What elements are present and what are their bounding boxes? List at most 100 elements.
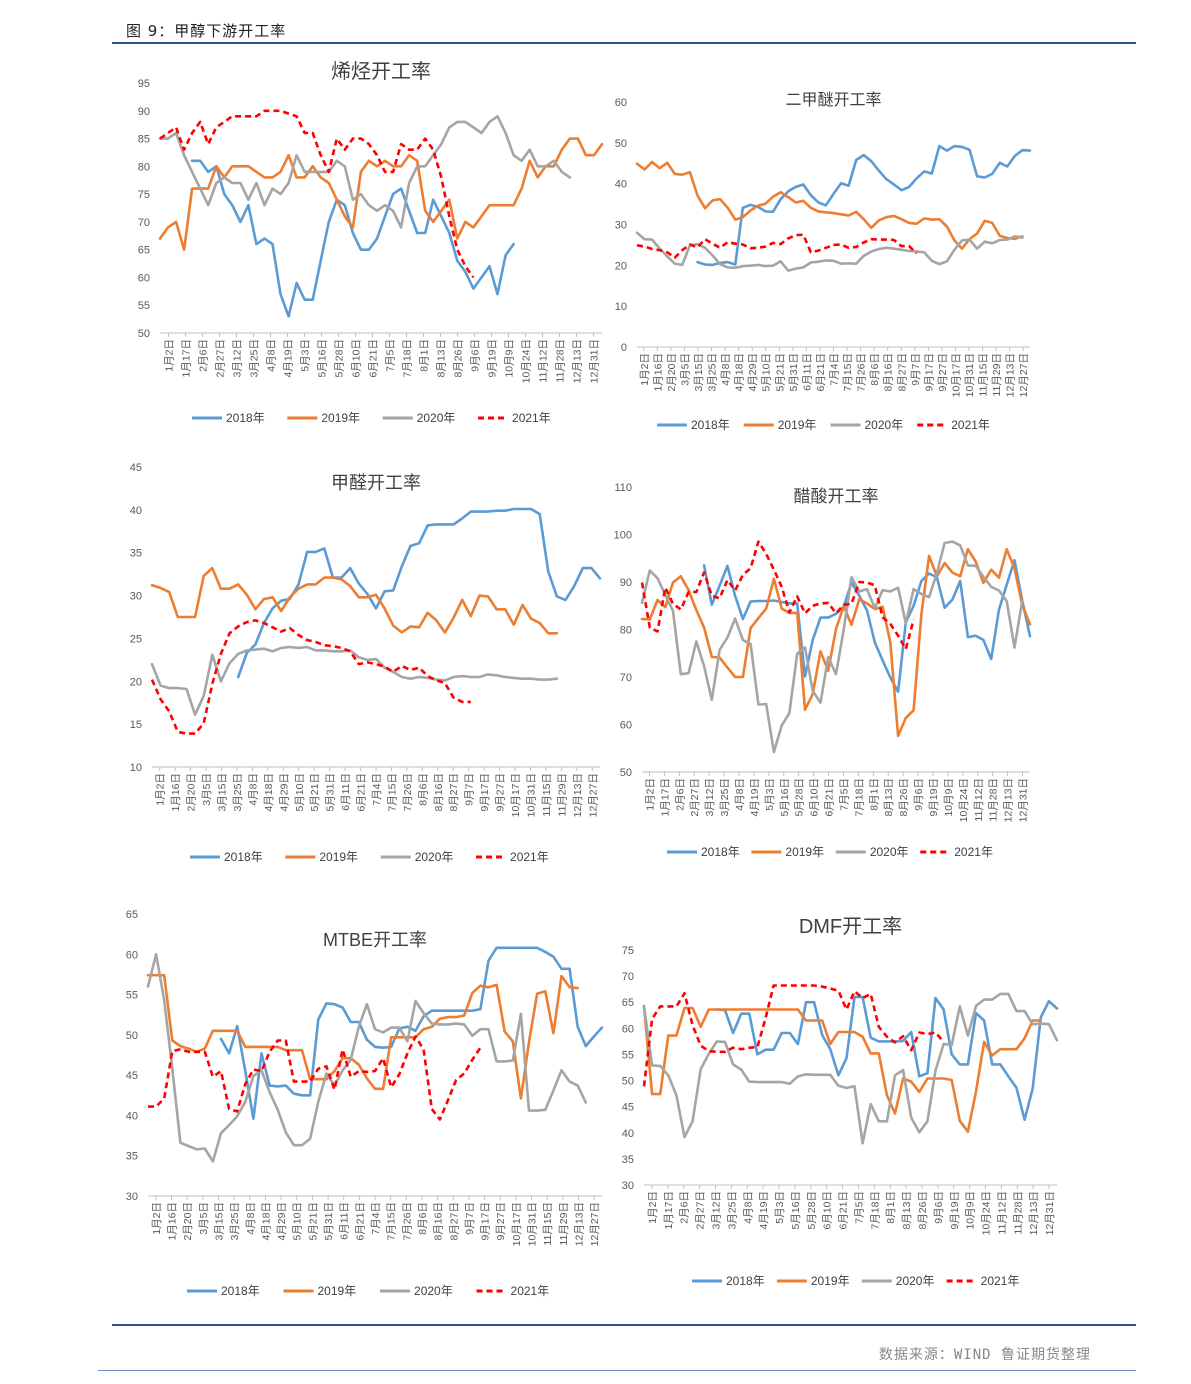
x-tick-label: 3月15日 (693, 353, 705, 392)
x-tick-label: 10月31日 (527, 1202, 539, 1246)
x-tick-label: 5月16日 (317, 339, 329, 378)
x-tick-label: 5月28日 (334, 339, 346, 378)
x-tick-label: 7月5日 (385, 339, 397, 372)
x-tick-label: 1月2日 (639, 353, 651, 386)
x-tick-label: 9月17日 (923, 353, 935, 392)
x-tick-label: 2月20日 (182, 1202, 194, 1241)
y-tick-label: 85 (138, 134, 150, 146)
x-tick-label: 5月31日 (788, 353, 800, 392)
x-tick-label: 4月29日 (278, 773, 290, 812)
x-tick-label: 11月28日 (1012, 1191, 1024, 1235)
x-tick-label: 10月9日 (943, 778, 955, 817)
y-tick-label: 60 (620, 720, 632, 732)
x-tick-label: 4月19日 (283, 339, 295, 378)
x-tick-label: 3月12日 (704, 778, 716, 817)
x-tick-label: 3月12日 (232, 339, 244, 378)
x-tick-label: 8月13日 (901, 1191, 913, 1230)
x-tick-label: 10月24日 (981, 1191, 993, 1235)
x-tick-label: 3月15日 (217, 773, 229, 812)
y-tick-label: 45 (126, 1070, 138, 1082)
x-tick-label: 10月17日 (950, 353, 962, 397)
y-tick-label: 60 (138, 272, 150, 284)
data-source: 数据来源：WIND 鲁证期货整理 (878, 1347, 1091, 1363)
x-tick-label: 10月24日 (521, 339, 533, 383)
y-tick-label: 60 (622, 1023, 634, 1035)
y-tick-label: 15 (130, 719, 142, 731)
x-tick-label: 8月16日 (883, 353, 895, 392)
legend-label: 2019年 (319, 850, 358, 864)
y-tick-label: 80 (138, 161, 150, 173)
x-tick-label: 7月18日 (853, 778, 865, 817)
x-tick-label: 9月17日 (479, 773, 491, 812)
series-line-2019 (150, 566, 559, 635)
chart-formaldehyde: 甲醛开工率 10 15 20 25 30 35 40 45 1月2日 1月16日 2月20日 3月5日 3… (130, 462, 602, 864)
series-line-2018 (696, 144, 1032, 267)
x-tick-label: 5月10日 (292, 1202, 304, 1241)
y-tick-label: 20 (130, 676, 142, 688)
legend-label: 2018年 (226, 411, 265, 425)
x-tick-label: 6月21日 (354, 1202, 366, 1241)
x-tick-label: 11月29日 (558, 1202, 570, 1246)
x-tick-label: 8月13日 (436, 339, 448, 378)
x-tick-label: 3月25日 (229, 1202, 241, 1241)
x-tick-label: 7月4日 (829, 353, 841, 386)
x-tick-label: 6月11日 (801, 353, 813, 391)
series-line-2021 (640, 540, 915, 651)
y-tick-label: 35 (130, 548, 142, 560)
series-line-2018 (190, 159, 515, 318)
y-tick-label: 35 (126, 1151, 138, 1163)
chart-olefin: 烯烃开工率 50 55 60 65 70 75 80 85 90 95 1月2日 1月17日 2月6日 2月… (138, 60, 604, 425)
x-tick-label: 4月8日 (720, 353, 732, 386)
x-tick-label: 5月3日 (774, 1191, 786, 1224)
legend-label: 2020年 (870, 845, 909, 859)
x-tick-label: 5月21日 (309, 773, 321, 812)
y-tick-label: 50 (615, 138, 627, 150)
x-tick-label: 8月6日 (869, 353, 881, 386)
x-tick-label: 1月2日 (647, 1191, 659, 1224)
x-tick-label: 3月5日 (201, 773, 213, 806)
x-tick-label: 5月31日 (323, 1202, 335, 1241)
legend-label: 2019年 (785, 845, 824, 859)
legend-label: 2021年 (510, 850, 549, 864)
x-tick-label: 8月27日 (448, 773, 460, 812)
x-tick-label: 7月5日 (838, 778, 850, 811)
series-line-2019 (635, 160, 1024, 250)
y-tick-label: 80 (620, 625, 632, 637)
legend-label: 2018年 (224, 850, 263, 864)
y-tick-label: 25 (130, 633, 142, 645)
x-tick-label: 4月29日 (747, 353, 759, 392)
y-tick-label: 30 (615, 220, 627, 232)
x-tick-label: 3月25日 (726, 1191, 738, 1230)
x-tick-label: 2月27日 (215, 339, 227, 378)
y-tick-label: 30 (126, 1191, 138, 1203)
x-tick-label: 1月17日 (181, 339, 193, 378)
x-tick-label: 9月27日 (495, 773, 507, 812)
x-tick-label: 5月28日 (794, 778, 806, 817)
legend-label: 2020年 (417, 411, 456, 425)
figure-title: 图 9：甲醇下游开工率 (126, 22, 287, 40)
x-tick-label: 6月10日 (809, 778, 821, 817)
x-tick-label: 9月27日 (937, 353, 949, 392)
x-tick-label: 5月3日 (764, 778, 776, 811)
x-tick-label: 11月29日 (991, 353, 1003, 397)
x-tick-label: 12月13日 (572, 773, 584, 817)
legend-label: 2020年 (415, 850, 454, 864)
x-tick-label: 9月6日 (470, 339, 482, 372)
y-tick-label: 70 (620, 672, 632, 684)
x-tick-label: 1月17日 (663, 1191, 675, 1230)
legend-label: 2019年 (778, 418, 817, 432)
y-tick-label: 70 (138, 217, 150, 229)
series-line-2020 (635, 231, 1024, 272)
y-tick-label: 65 (126, 909, 138, 921)
x-tick-label: 10月17日 (511, 1202, 523, 1246)
y-tick-label: 75 (622, 945, 634, 957)
x-tick-label: 8月16日 (433, 1202, 445, 1241)
legend-label: 2021年 (951, 418, 990, 432)
x-tick-label: 3月15日 (213, 1202, 225, 1241)
x-tick-label: 12月27日 (587, 773, 599, 817)
y-tick-label: 50 (126, 1030, 138, 1042)
series-line-2021 (159, 109, 475, 279)
x-tick-label: 7月15日 (842, 353, 854, 392)
x-tick-label: 12月27日 (1018, 353, 1030, 397)
